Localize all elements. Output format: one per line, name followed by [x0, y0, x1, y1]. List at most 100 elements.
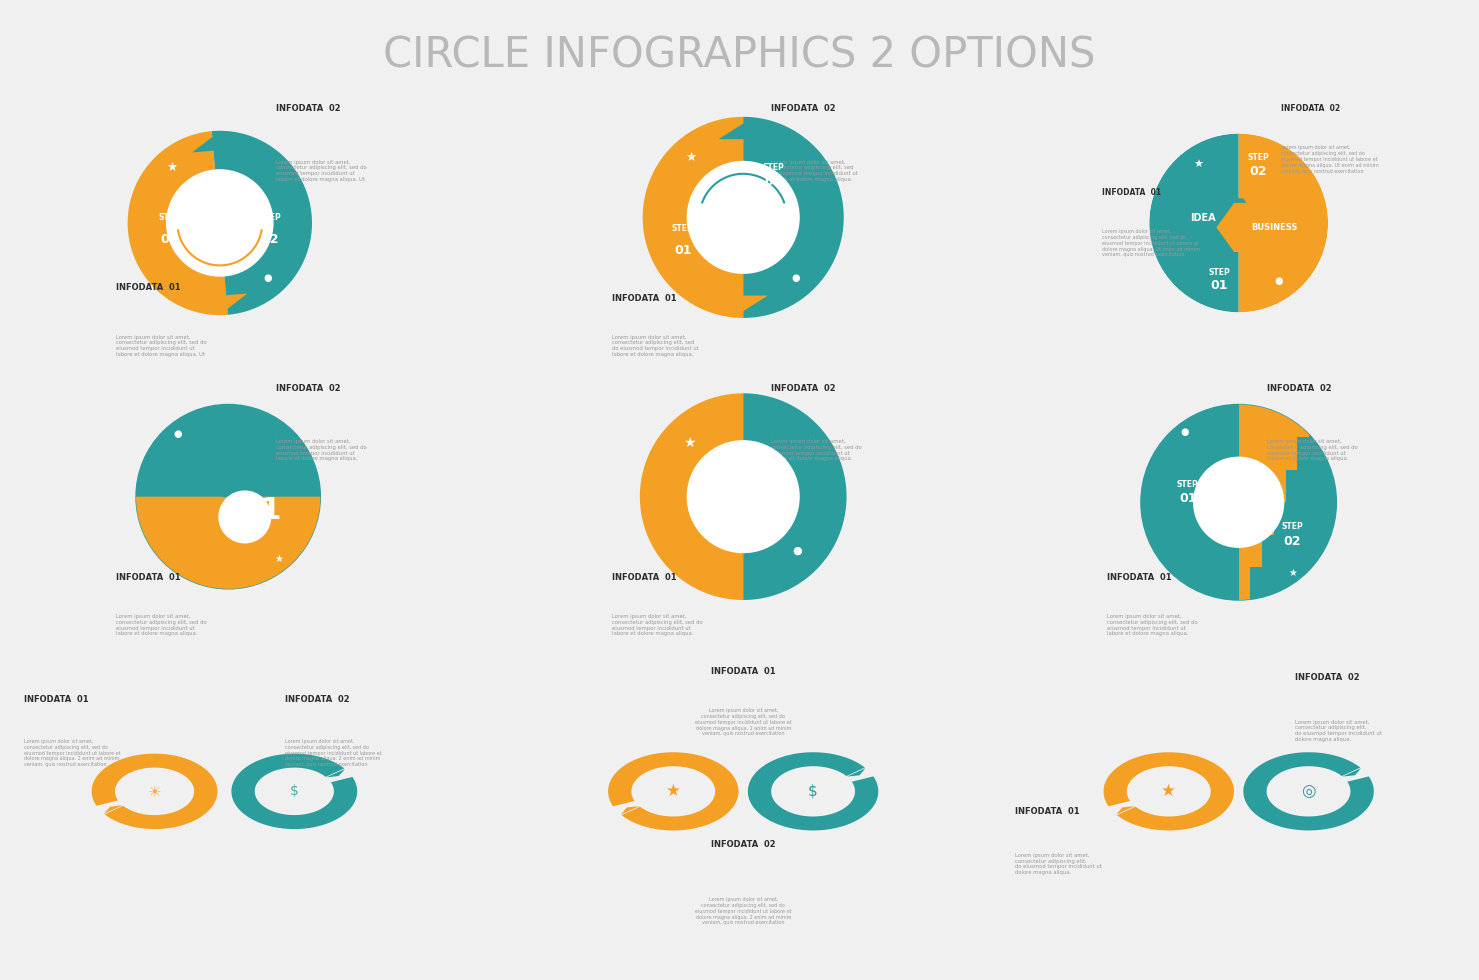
Polygon shape	[211, 130, 312, 315]
Text: STEP: STEP	[1281, 522, 1303, 531]
Text: Lorem ipsum dolor sit amet,
consectetur adipiscing elit, sed
do eiusmod tempor i: Lorem ipsum dolor sit amet, consectetur …	[771, 160, 858, 182]
Text: ●: ●	[263, 273, 272, 283]
Text: ☀: ☀	[148, 784, 161, 799]
Text: Lorem ipsum dolor sit amet,
consectetur adipiscing elit, sed
do eiusmod tempor i: Lorem ipsum dolor sit amet, consectetur …	[612, 334, 698, 357]
Circle shape	[206, 497, 251, 543]
Text: ★: ★	[166, 161, 177, 174]
Polygon shape	[1162, 198, 1262, 248]
Polygon shape	[719, 123, 768, 139]
Text: INFODATA  02: INFODATA 02	[1266, 383, 1331, 393]
Text: ★: ★	[1194, 160, 1204, 170]
Text: STEP: STEP	[1208, 268, 1231, 276]
Polygon shape	[92, 754, 217, 829]
Text: INFODATA  02: INFODATA 02	[1281, 104, 1340, 114]
Polygon shape	[608, 753, 738, 830]
Text: 02: 02	[262, 233, 280, 246]
Circle shape	[219, 491, 271, 543]
Text: ★: ★	[1161, 782, 1176, 801]
Polygon shape	[1244, 753, 1374, 830]
Text: ●: ●	[1275, 276, 1284, 286]
Polygon shape	[1216, 203, 1315, 252]
Text: Lorem ipsum dolor sit amet,
consectetur adipiscing elit, sed do
eiusmod tempor i: Lorem ipsum dolor sit amet, consectetur …	[695, 709, 791, 737]
Polygon shape	[127, 131, 228, 316]
Text: 01: 01	[674, 244, 692, 258]
Polygon shape	[1239, 133, 1328, 313]
Text: ●: ●	[791, 272, 800, 282]
Text: 02: 02	[765, 174, 782, 187]
Text: $: $	[290, 784, 299, 799]
Text: INFODATA  01: INFODATA 01	[24, 695, 89, 704]
Text: Lorem ipsum dolor sit amet,
consectetur adipiscing elit, sed do
eiusmod tempor i: Lorem ipsum dolor sit amet, consectetur …	[1266, 439, 1358, 462]
Text: 01: 01	[240, 496, 281, 525]
Polygon shape	[192, 137, 235, 153]
Text: ★: ★	[685, 151, 697, 164]
Text: ●: ●	[173, 429, 182, 439]
Text: ●: ●	[1180, 427, 1189, 437]
Polygon shape	[1103, 753, 1233, 830]
Text: Lorem ipsum dolor sit amet,
consectetur adipiscing elit, sed do
eiusmod tempor i: Lorem ipsum dolor sit amet, consectetur …	[117, 334, 207, 357]
Polygon shape	[719, 296, 768, 312]
Text: Lorem ipsum dolor sit amet,
consectetur adipiscing elit,
do eiusmod tempor incid: Lorem ipsum dolor sit amet, consectetur …	[1294, 719, 1381, 742]
Text: INFODATA  02: INFODATA 02	[771, 104, 836, 114]
Text: STEP: STEP	[260, 213, 281, 221]
Circle shape	[1194, 458, 1284, 547]
Text: STEP: STEP	[1177, 480, 1198, 489]
Text: Lorem ipsum dolor sit amet,
consectetur adipiscing elit, sed do
eiusmod tempor i: Lorem ipsum dolor sit amet, consectetur …	[771, 439, 862, 462]
Text: STEP: STEP	[763, 163, 784, 172]
Text: INFODATA  01: INFODATA 01	[117, 573, 180, 582]
Text: Lorem ipsum dolor sit amet,
consectetur adipiscing elit, sed do
eiusmod tempor i: Lorem ipsum dolor sit amet, consectetur …	[1108, 613, 1198, 636]
Polygon shape	[327, 769, 345, 777]
Polygon shape	[742, 117, 843, 318]
Text: ★: ★	[1288, 567, 1297, 577]
Text: Lorem ipsum dolor sit amet,
consectetur adipiscing elit, sed do
eiusmod tempor i: Lorem ipsum dolor sit amet, consectetur …	[275, 439, 367, 462]
Text: CIRCLE INFOGRAPHICS 2 OPTIONS: CIRCLE INFOGRAPHICS 2 OPTIONS	[383, 34, 1096, 76]
Text: Lorem ipsum dolor sit amet,
consectetur adipiscing elit, sed do
eiusmod tempor i: Lorem ipsum dolor sit amet, consectetur …	[695, 898, 791, 925]
Polygon shape	[136, 497, 321, 589]
Text: IDEA: IDEA	[1191, 214, 1216, 223]
Text: INFODATA  01: INFODATA 01	[612, 573, 676, 582]
Polygon shape	[847, 768, 865, 776]
Polygon shape	[742, 393, 846, 600]
Text: Lorem ipsum dolor sit amet,
consectetur adipiscing elit, sed do
eiusmod tempor i: Lorem ipsum dolor sit amet, consectetur …	[24, 739, 121, 767]
Text: INFODATA  01: INFODATA 01	[711, 667, 775, 676]
Text: ●: ●	[793, 546, 802, 556]
Polygon shape	[1149, 133, 1239, 313]
Text: 01: 01	[1210, 279, 1228, 292]
Text: Lorem ipsum dolor sit amet,
consectetur adipiscing elit, sed do
eiusmod tempor i: Lorem ipsum dolor sit amet, consectetur …	[1102, 229, 1199, 258]
Text: INFODATA  02: INFODATA 02	[711, 840, 775, 850]
Circle shape	[206, 451, 251, 497]
Polygon shape	[643, 117, 742, 318]
Polygon shape	[1239, 405, 1309, 600]
Polygon shape	[1343, 768, 1361, 776]
Text: Lorem ipsum dolor sit amet,
consectetur adipiscing elit, sed do
eiusmod tempor i: Lorem ipsum dolor sit amet, consectetur …	[612, 613, 703, 636]
Polygon shape	[640, 393, 742, 600]
Text: STEP: STEP	[671, 224, 694, 233]
Polygon shape	[748, 753, 879, 830]
Text: Lorem ipsum dolor sit amet,
consectetur adipiscing elit, sed do
eiusmod tempor i: Lorem ipsum dolor sit amet, consectetur …	[1281, 145, 1378, 173]
Circle shape	[136, 405, 321, 589]
Polygon shape	[1117, 807, 1134, 814]
Text: 01: 01	[160, 233, 177, 246]
Text: INFODATA  02: INFODATA 02	[771, 383, 836, 393]
Text: INFODATA  01: INFODATA 01	[1102, 188, 1161, 197]
Text: 02: 02	[1284, 535, 1302, 548]
Text: BUSINESS: BUSINESS	[1251, 222, 1297, 232]
Circle shape	[167, 170, 272, 276]
Text: INFODATA  02: INFODATA 02	[275, 383, 340, 393]
Polygon shape	[204, 293, 247, 309]
Text: INFODATA  01: INFODATA 01	[612, 294, 676, 303]
Text: ★: ★	[683, 436, 695, 450]
Text: Lorem ipsum dolor sit amet,
consectetur adipiscing elit,
do eiusmod tempor incid: Lorem ipsum dolor sit amet, consectetur …	[1015, 853, 1102, 875]
Text: 02: 02	[1250, 165, 1268, 177]
Polygon shape	[231, 754, 358, 829]
Text: INFODATA  01: INFODATA 01	[117, 283, 180, 292]
Text: 01: 01	[1179, 492, 1197, 505]
Text: $: $	[808, 784, 818, 799]
Text: Lorem ipsum dolor sit amet,
consectetur adipiscing elit, sed do
eiusmod tempor i: Lorem ipsum dolor sit amet, consectetur …	[275, 160, 367, 182]
Text: ★: ★	[666, 782, 680, 801]
Text: Lorem ipsum dolor sit amet,
consectetur adipiscing elit, sed do
eiusmod tempor i: Lorem ipsum dolor sit amet, consectetur …	[117, 613, 207, 636]
Text: INFODATA  01: INFODATA 01	[1015, 807, 1080, 815]
Polygon shape	[104, 806, 123, 813]
Text: INFODATA  01: INFODATA 01	[1108, 573, 1171, 582]
Text: INFODATA  02: INFODATA 02	[275, 104, 340, 114]
